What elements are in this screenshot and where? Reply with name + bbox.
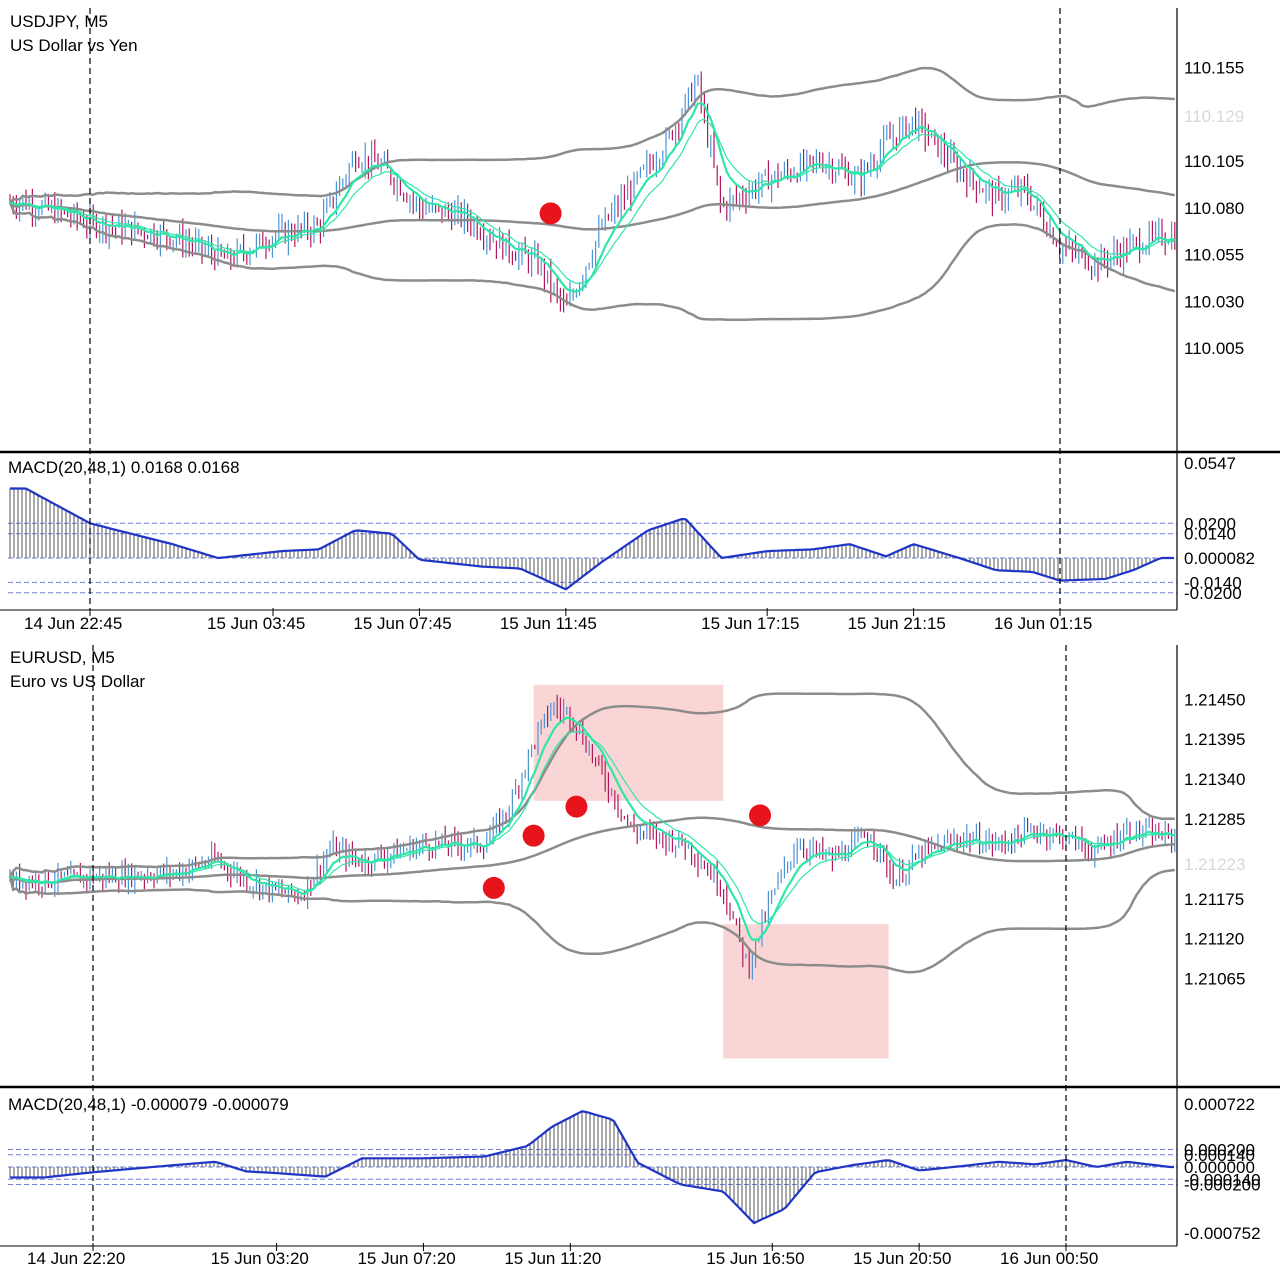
usdjpy-time-label-6: 16 Jun 01:15 xyxy=(994,614,1093,633)
eurusd-highlight-zone-0 xyxy=(533,684,724,801)
usdjpy-current-price: 110.129 xyxy=(1184,107,1244,126)
eurusd-y-tick-4: 1.21175 xyxy=(1184,890,1244,909)
eurusd-time-label-6: 16 Jun 00:50 xyxy=(1000,1249,1099,1268)
usdjpy-macd-y-tick-1: 0.0200 xyxy=(1184,514,1236,533)
usdjpy-band-middle xyxy=(9,161,1175,233)
eurusd-y-tick-0: 1.21450 xyxy=(1184,690,1245,709)
usdjpy-macd-y-tick-0: 0.0547 xyxy=(1184,454,1236,473)
eurusd-band-lower xyxy=(8,868,1175,974)
eurusd-signal-marker-0 xyxy=(482,876,505,899)
eurusd-symbol-title: EURUSD, M5 xyxy=(10,648,115,667)
eurusd-current-price: 1.21223 xyxy=(1184,855,1245,874)
eurusd-signal-marker-1 xyxy=(522,824,545,847)
usdjpy-time-label-5: 15 Jun 21:15 xyxy=(847,614,946,633)
usdjpy-signal-marker-0 xyxy=(539,202,562,225)
usdjpy-macd-y-tick-3: 0.000082 xyxy=(1184,549,1255,568)
eurusd-highlight-zone-1 xyxy=(723,924,889,1059)
eurusd-time-label-1: 15 Jun 03:20 xyxy=(210,1249,309,1268)
eurusd-band-middle xyxy=(9,816,1175,884)
eurusd-time-label-4: 15 Jun 16:50 xyxy=(706,1249,805,1268)
usdjpy-band-lower xyxy=(8,201,1176,321)
usdjpy-y-tick-2: 110.080 xyxy=(1184,199,1244,218)
usdjpy-time-label-1: 15 Jun 03:45 xyxy=(207,614,306,633)
usdjpy-ma-fast xyxy=(9,102,1176,293)
usdjpy-macd-y-tick-2: 0.0140 xyxy=(1184,525,1236,544)
eurusd-time-label-3: 15 Jun 11:20 xyxy=(504,1249,602,1268)
usdjpy-y-tick-4: 110.030 xyxy=(1184,292,1244,311)
eurusd-time-label-2: 15 Jun 07:20 xyxy=(357,1249,456,1268)
eurusd-description: Euro vs US Dollar xyxy=(10,672,146,691)
eurusd-ma-fast xyxy=(9,716,1175,941)
eurusd-ma-slow xyxy=(9,730,1175,925)
usdjpy-y-tick-0: 110.155 xyxy=(1184,58,1244,77)
eurusd-time-label-5: 15 Jun 20:50 xyxy=(853,1249,952,1268)
eurusd-time-label-0: 14 Jun 22:20 xyxy=(27,1249,126,1268)
usdjpy-description: US Dollar vs Yen xyxy=(10,36,138,55)
usdjpy-time-label-4: 15 Jun 17:15 xyxy=(701,614,800,633)
usdjpy-y-tick-5: 110.005 xyxy=(1184,339,1244,358)
eurusd-macd-y-tick-3: 0.000000 xyxy=(1184,1158,1255,1177)
eurusd-y-tick-6: 1.21065 xyxy=(1184,970,1245,989)
usdjpy-band-upper xyxy=(9,66,1175,204)
usdjpy-y-tick-1: 110.105 xyxy=(1184,152,1244,171)
eurusd-macd-y-tick-1: 0.000200 xyxy=(1184,1141,1255,1160)
eurusd-macd-title: MACD(20,48,1) -0.000079 -0.000079 xyxy=(8,1095,289,1114)
usdjpy-symbol-title: USDJPY, M5 xyxy=(10,12,108,31)
eurusd-band-upper xyxy=(8,692,1175,877)
usdjpy-macd-y-tick-4: -0.0140 xyxy=(1184,573,1242,592)
usdjpy-time-label-0: 14 Jun 22:45 xyxy=(24,614,123,633)
eurusd-macd-y-tick-6: -0.000752 xyxy=(1184,1224,1261,1243)
eurusd-macd-y-tick-0: 0.000722 xyxy=(1184,1095,1255,1114)
usdjpy-time-label-3: 15 Jun 11:45 xyxy=(499,614,597,633)
usdjpy-time-label-2: 15 Jun 07:45 xyxy=(353,614,452,633)
eurusd-macd-y-tick-5: -0.000200 xyxy=(1184,1176,1261,1195)
usdjpy-macd-y-tick-5: -0.0200 xyxy=(1184,584,1242,603)
eurusd-y-tick-3: 1.21285 xyxy=(1184,810,1245,829)
eurusd-y-tick-5: 1.21120 xyxy=(1184,930,1244,949)
usdjpy-ma-slow xyxy=(9,118,1175,285)
eurusd-signal-marker-2 xyxy=(565,795,588,818)
eurusd-y-tick-2: 1.21340 xyxy=(1184,770,1245,789)
usdjpy-macd-title: MACD(20,48,1) 0.0168 0.0168 xyxy=(8,458,240,477)
usdjpy-macd-signal-line xyxy=(10,487,1174,591)
eurusd-macd-y-tick-4: -0.000140 xyxy=(1184,1170,1261,1189)
eurusd-macd-signal-line xyxy=(10,1110,1174,1225)
eurusd-signal-marker-3 xyxy=(749,804,772,827)
eurusd-y-tick-1: 1.21395 xyxy=(1184,730,1245,749)
eurusd-macd-y-tick-2: 0.000140 xyxy=(1184,1146,1255,1165)
usdjpy-y-tick-3: 110.055 xyxy=(1184,246,1244,265)
